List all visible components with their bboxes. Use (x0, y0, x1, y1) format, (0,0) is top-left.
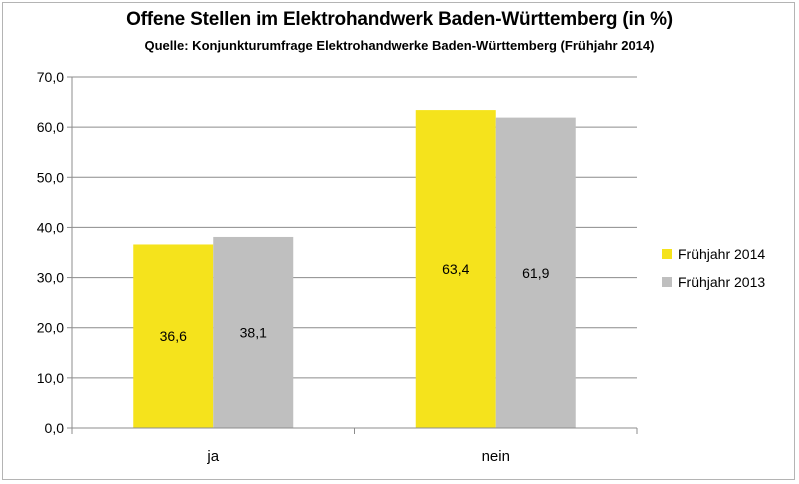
x-category-label: nein (482, 448, 510, 465)
y-tick-label: 0,0 (45, 420, 65, 436)
bar (213, 236, 294, 428)
y-tick-label: 40,0 (37, 219, 64, 235)
bar (495, 117, 576, 428)
bar (133, 244, 214, 428)
x-category-label: ja (206, 448, 219, 465)
chart-title: Offene Stellen im Elektrohandwerk Baden-… (126, 9, 673, 30)
y-tick-label: 20,0 (37, 320, 64, 336)
y-tick-label: 30,0 (37, 270, 64, 286)
data-label: 36,6 (160, 328, 187, 344)
y-tick-label: 70,0 (37, 69, 64, 85)
data-label: 63,4 (442, 261, 469, 277)
legend-label: Frühjahr 2014 (678, 246, 765, 262)
legend-swatch (662, 249, 672, 259)
legend-swatch (662, 277, 672, 287)
data-label: 38,1 (240, 324, 267, 340)
y-tick-label: 60,0 (37, 119, 64, 135)
y-tick-label: 50,0 (37, 169, 64, 185)
chart-subtitle: Quelle: Konjunkturumfrage Elektrohandwer… (144, 38, 655, 53)
legend-label: Frühjahr 2013 (678, 274, 765, 290)
y-tick-label: 10,0 (37, 370, 64, 386)
bar (415, 110, 496, 428)
data-label: 61,9 (522, 265, 549, 281)
